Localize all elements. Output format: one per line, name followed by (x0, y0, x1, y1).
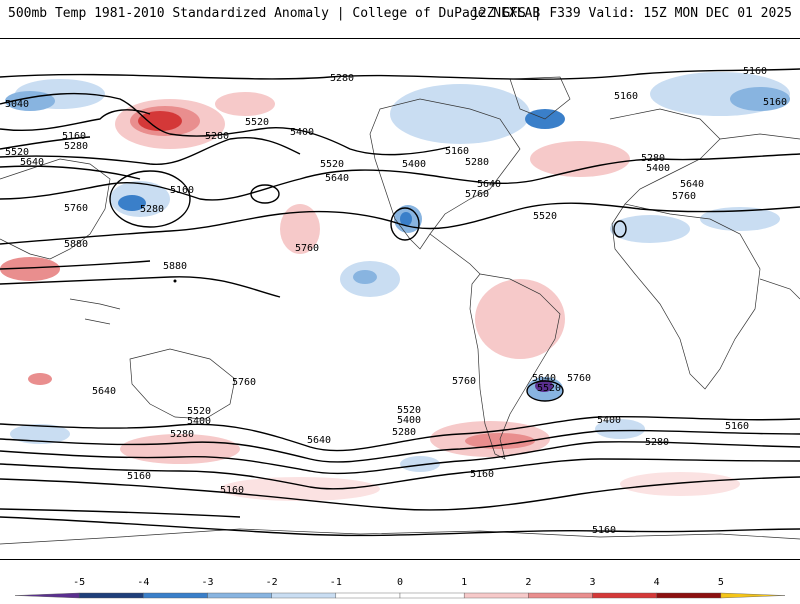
map-header: 500mb Temp 1981-2010 Standardized Anomal… (0, 0, 800, 30)
color-scale-tick-label: 4 (654, 577, 660, 588)
station-dot (173, 279, 177, 283)
contour-label: 5400 (402, 159, 426, 170)
contour-label: 5280 (465, 157, 489, 168)
contour-label: 5160 (592, 525, 616, 536)
contour-label: 5160 (170, 185, 194, 196)
contour-label: 5400 (646, 163, 670, 174)
contour-label: 5160 (743, 66, 767, 77)
contour-label: 5400 (290, 127, 314, 138)
height-contours (0, 68, 800, 537)
color-scale-swatch (78, 592, 144, 599)
color-scale-swatch (528, 592, 593, 599)
color-scale-swatch (335, 592, 401, 599)
color-scale-tick-label: -3 (201, 577, 213, 588)
contour-label: 5880 (163, 261, 187, 272)
color-scale-tick-label: -1 (330, 577, 342, 588)
contour-label: 5280 (205, 131, 229, 142)
contour-label: 5160 (470, 469, 494, 480)
color-scale-tick-label: -5 (73, 577, 85, 588)
contour-label: 5520 (187, 406, 211, 417)
contour-label: 5160 (763, 97, 787, 108)
contour-label: 5640 (20, 157, 44, 168)
anomaly-map: 5280 5160 5040 5520 5400 5280 5160 5280 … (0, 38, 800, 560)
color-scale-tick-label: -2 (266, 577, 278, 588)
contour-label: 5760 (452, 376, 476, 387)
contour-label: 5280 (330, 73, 354, 84)
contour-label: 5520 (5, 147, 29, 158)
contour-label: 5520 (320, 159, 344, 170)
contour-label: 5160 (614, 91, 638, 102)
color-scale-swatch (207, 592, 272, 599)
color-scale-swatch (720, 592, 786, 599)
contour-label: 5280 (645, 437, 669, 448)
contour-label: 5880 (64, 239, 88, 250)
color-scale-swatch (592, 592, 657, 599)
contour-label: 5640 (307, 435, 331, 446)
color-scale: -5 -4 -3 -2 -1 0 1 2 3 4 5 (0, 574, 800, 600)
model-valid-time: 12Z GFS | F339 Valid: 15Z MON DEC 01 202… (471, 6, 792, 21)
contour-label: 5280 (64, 141, 88, 152)
contour-labels: 5280 5160 5040 5520 5400 5280 5160 5280 … (5, 66, 787, 536)
contour-label: 5400 (187, 416, 211, 427)
contour-label: 5640 (532, 373, 556, 384)
contour-label: 5640 (325, 173, 349, 184)
contour-label: 5400 (597, 415, 621, 426)
contour-label: 5160 (62, 131, 86, 142)
anomaly-shading (0, 72, 790, 501)
contour-label: 5280 (140, 204, 164, 215)
contour-label: 5520 (397, 405, 421, 416)
contour-label: 5520 (537, 383, 561, 394)
contour-label: 5640 (92, 386, 116, 397)
contour-label: 5280 (170, 429, 194, 440)
contour-label: 5160 (127, 471, 151, 482)
contour-label: 5280 (392, 427, 416, 438)
contour-label: 5760 (465, 189, 489, 200)
contour-label: 5520 (245, 117, 269, 128)
contour-label: 5760 (295, 243, 319, 254)
color-scale-swatch (14, 592, 80, 599)
contour-label: 5640 (477, 179, 501, 190)
color-scale-tick-label: 0 (397, 577, 403, 588)
coastlines (0, 76, 800, 545)
contour-label: 5760 (567, 373, 591, 384)
contour-label: 5160 (725, 421, 749, 432)
color-scale-tick-label: 5 (718, 577, 724, 588)
color-scale-swatch (399, 592, 465, 599)
color-scale-tick-label: 1 (461, 577, 467, 588)
contour-label: 5760 (672, 191, 696, 202)
map-canvas: 5280 5160 5040 5520 5400 5280 5160 5280 … (0, 66, 800, 545)
color-scale-swatch (271, 592, 337, 599)
contour-label: 5400 (397, 415, 421, 426)
color-scale-tick-label: 2 (525, 577, 531, 588)
map-title: 500mb Temp 1981-2010 Standardized Anomal… (8, 6, 541, 21)
color-scale-tick-label: -4 (137, 577, 149, 588)
contour-label: 5040 (5, 99, 29, 110)
contour-label: 5520 (533, 211, 557, 222)
contour-label: 5160 (445, 146, 469, 157)
contour-label: 5160 (220, 485, 244, 496)
color-scale-swatch (463, 592, 529, 599)
color-scale-svg: -5 -4 -3 -2 -1 0 1 2 3 4 5 (14, 577, 786, 599)
color-scale-swatch (143, 592, 208, 599)
color-scale-swatch (656, 592, 722, 599)
color-scale-tick-label: 3 (589, 577, 595, 588)
contour-label: 5640 (680, 179, 704, 190)
contour-label: 5760 (232, 377, 256, 388)
contour-label: 5280 (641, 153, 665, 164)
contour-label: 5760 (64, 203, 88, 214)
